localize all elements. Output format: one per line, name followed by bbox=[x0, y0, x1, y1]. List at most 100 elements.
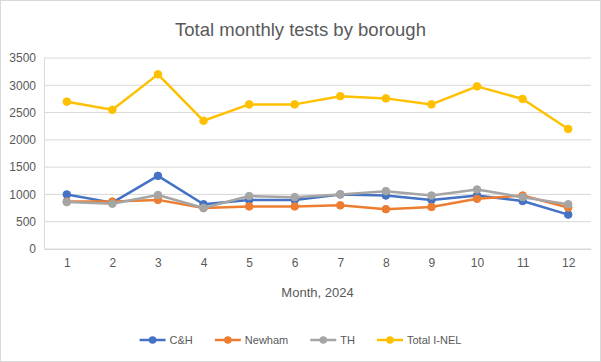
x-tick: 11 bbox=[517, 249, 530, 270]
data-point bbox=[336, 191, 344, 199]
y-tick: 3500 bbox=[9, 51, 44, 65]
series-line bbox=[67, 176, 568, 215]
series-markers bbox=[63, 172, 572, 218]
legend-marker bbox=[224, 336, 232, 344]
y-tick-label: 500 bbox=[16, 215, 36, 229]
grid-line bbox=[44, 167, 591, 168]
y-axis-line bbox=[44, 59, 45, 250]
data-point bbox=[519, 95, 527, 103]
x-tick-label: 8 bbox=[383, 256, 390, 270]
x-tick: 10 bbox=[471, 249, 485, 270]
data-point bbox=[63, 191, 71, 199]
data-point bbox=[109, 200, 117, 208]
x-axis-title: Month, 2024 bbox=[281, 285, 353, 300]
grid-line bbox=[44, 58, 591, 59]
data-point bbox=[428, 192, 436, 200]
y-tick-label: 2000 bbox=[9, 133, 36, 147]
x-tick-label: 12 bbox=[562, 256, 576, 270]
plot: 0500100015002000250030003500123456789101… bbox=[9, 51, 591, 269]
legend-marker bbox=[319, 336, 327, 344]
data-point bbox=[564, 211, 572, 219]
data-point bbox=[109, 106, 117, 114]
data-point bbox=[473, 186, 481, 194]
y-tick-label: 1000 bbox=[9, 188, 36, 202]
chart-frame bbox=[1, 1, 601, 362]
series-group bbox=[63, 71, 572, 219]
x-tick-label: 4 bbox=[201, 256, 208, 270]
y-tick: 500 bbox=[16, 215, 44, 229]
chart: Total monthly tests by borough 0 500 1000 15… bbox=[0, 0, 601, 362]
x-tick: 2 bbox=[110, 249, 117, 270]
data-point bbox=[336, 92, 344, 100]
data-point bbox=[63, 198, 71, 206]
y-tick-label: 2500 bbox=[9, 106, 36, 120]
series-markers bbox=[63, 186, 572, 212]
data-point bbox=[291, 193, 299, 201]
grid-line bbox=[44, 221, 591, 222]
series-line bbox=[67, 74, 568, 129]
legend-item: TH bbox=[310, 334, 355, 346]
y-tick: 2000 bbox=[9, 133, 44, 147]
x-tick: 1 bbox=[64, 249, 71, 270]
x-tick-label: 6 bbox=[292, 256, 299, 270]
series-line bbox=[67, 190, 568, 209]
data-point bbox=[245, 101, 253, 109]
x-tick-label: 11 bbox=[517, 256, 530, 270]
chart-title: Total monthly tests by borough bbox=[175, 19, 426, 40]
y-tick: 3000 bbox=[9, 79, 44, 93]
legend-label: C&H bbox=[170, 334, 193, 346]
y-tick: 2500 bbox=[9, 106, 44, 120]
data-point bbox=[564, 200, 572, 208]
data-point bbox=[245, 203, 253, 211]
x-tick: 7 bbox=[337, 249, 344, 270]
x-tick-label: 3 bbox=[155, 256, 162, 270]
data-point bbox=[154, 172, 162, 180]
data-point bbox=[473, 195, 481, 203]
data-point bbox=[154, 71, 162, 79]
x-tick: 6 bbox=[292, 249, 299, 270]
y-tick-label: 3000 bbox=[9, 79, 36, 93]
x-axis: 123456789101112 bbox=[45, 249, 592, 270]
x-tick-label: 9 bbox=[429, 256, 436, 270]
data-point bbox=[63, 198, 71, 206]
y-tick-label: 0 bbox=[29, 242, 36, 256]
x-tick-label: 7 bbox=[337, 256, 344, 270]
y-tick: 1500 bbox=[9, 160, 44, 174]
data-point bbox=[428, 203, 436, 211]
legend-label: Total I-NEL bbox=[407, 334, 461, 346]
legend-item: Newham bbox=[215, 334, 288, 346]
data-point bbox=[200, 204, 208, 212]
grid-line bbox=[44, 249, 591, 250]
x-tick: 9 bbox=[429, 249, 436, 270]
data-point bbox=[428, 101, 436, 109]
data-point bbox=[382, 95, 390, 103]
data-point bbox=[291, 101, 299, 109]
data-point bbox=[200, 204, 208, 212]
data-point bbox=[382, 187, 390, 195]
x-tick: 12 bbox=[562, 249, 576, 270]
y-tick: 1000 bbox=[9, 188, 44, 202]
x-tick: 3 bbox=[155, 249, 162, 270]
grid bbox=[44, 58, 591, 249]
grid-line bbox=[44, 112, 591, 113]
data-point bbox=[473, 83, 481, 91]
data-point bbox=[382, 205, 390, 213]
data-point bbox=[519, 193, 527, 201]
data-point bbox=[564, 125, 572, 133]
series-markers bbox=[63, 71, 572, 133]
x-tick: 8 bbox=[383, 249, 390, 270]
data-point bbox=[154, 191, 162, 199]
legend-item: C&H bbox=[140, 334, 193, 346]
y-axis: 0 500 1000 1500 2000 2500 3000 3500 bbox=[9, 51, 44, 256]
legend-marker bbox=[386, 336, 394, 344]
data-point bbox=[63, 98, 71, 106]
y-tick: 0 bbox=[29, 242, 44, 256]
legend-marker bbox=[149, 336, 157, 344]
x-tick-label: 2 bbox=[110, 256, 117, 270]
data-point bbox=[245, 192, 253, 200]
x-axis-line bbox=[45, 249, 592, 250]
legend-label: Newham bbox=[245, 334, 288, 346]
data-point bbox=[336, 202, 344, 210]
y-tick-label: 3500 bbox=[9, 51, 36, 65]
x-tick: 4 bbox=[201, 249, 208, 270]
